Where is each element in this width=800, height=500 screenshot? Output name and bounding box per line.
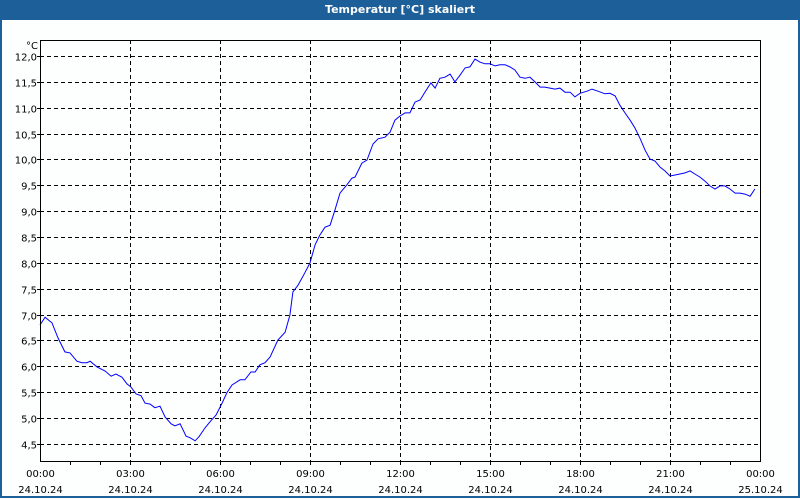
x-tick-time-label: 18:00 <box>566 469 595 480</box>
x-tick-time-label: 09:00 <box>296 469 325 480</box>
x-tick-date-label: 24.10.24 <box>108 485 153 496</box>
x-tick-date-label: 24.10.24 <box>288 485 333 496</box>
y-axis: 12,0 11,5 11,0 10,5 10,0 9,5 9,0 8,5 8,0 7,5 7,0 6,… <box>15 53 40 452</box>
plot-frame <box>40 40 761 462</box>
y-tick-label: 5,0 <box>21 415 37 426</box>
y-tick-label: 8,0 <box>21 260 37 271</box>
y-tick-label: 8,5 <box>21 234 37 245</box>
y-tick-label: 10,0 <box>15 156 37 167</box>
y-tick-label: 7,0 <box>21 312 37 323</box>
y-tick-label: 12,0 <box>15 53 37 64</box>
y-tick-label: 7,5 <box>21 286 37 297</box>
x-tick-time-label: 15:00 <box>476 469 505 480</box>
x-tick-date-label: 24.10.24 <box>648 485 693 496</box>
grid <box>40 40 760 461</box>
y-tick-label: 9,5 <box>21 182 37 193</box>
window-title: Temperatur [°C] skaliert <box>0 0 800 20</box>
x-tick-date-label: 24.10.24 <box>198 485 243 496</box>
x-tick-date-label: 24.10.24 <box>378 485 423 496</box>
x-tick-time-label: 06:00 <box>206 469 235 480</box>
x-tick-time-label: 12:00 <box>386 469 415 480</box>
x-tick-time-label: 00:00 <box>26 469 55 480</box>
x-tick-date-label: 24.10.24 <box>18 485 63 496</box>
y-tick-label: 5,5 <box>21 389 37 400</box>
y-tick-label: 10,5 <box>15 131 37 142</box>
series-line-temperatur <box>39 58 756 442</box>
x-tick-time-label: 03:00 <box>116 469 145 480</box>
y-tick-label: 11,0 <box>15 105 37 116</box>
x-axis: 00:00 24.10.24 03:00 24.10.24 06:00 24.10.24 0… <box>18 461 783 496</box>
x-tick-date-label: 24.10.24 <box>558 485 603 496</box>
x-tick-time-label: 00:00 <box>746 469 775 480</box>
y-tick-label: 9,0 <box>21 208 37 219</box>
y-tick-label: 4,5 <box>21 441 37 452</box>
x-tick-date-label: 24.10.24 <box>468 485 513 496</box>
y-tick-label: 6,5 <box>21 337 37 348</box>
x-tick-time-label: 21:00 <box>656 469 685 480</box>
y-tick-label: 11,5 <box>15 79 37 90</box>
y-tick-label: 6,0 <box>21 363 37 374</box>
y-axis-unit-label: °C <box>26 41 38 52</box>
x-tick-date-label: 25.10.24 <box>738 485 783 496</box>
